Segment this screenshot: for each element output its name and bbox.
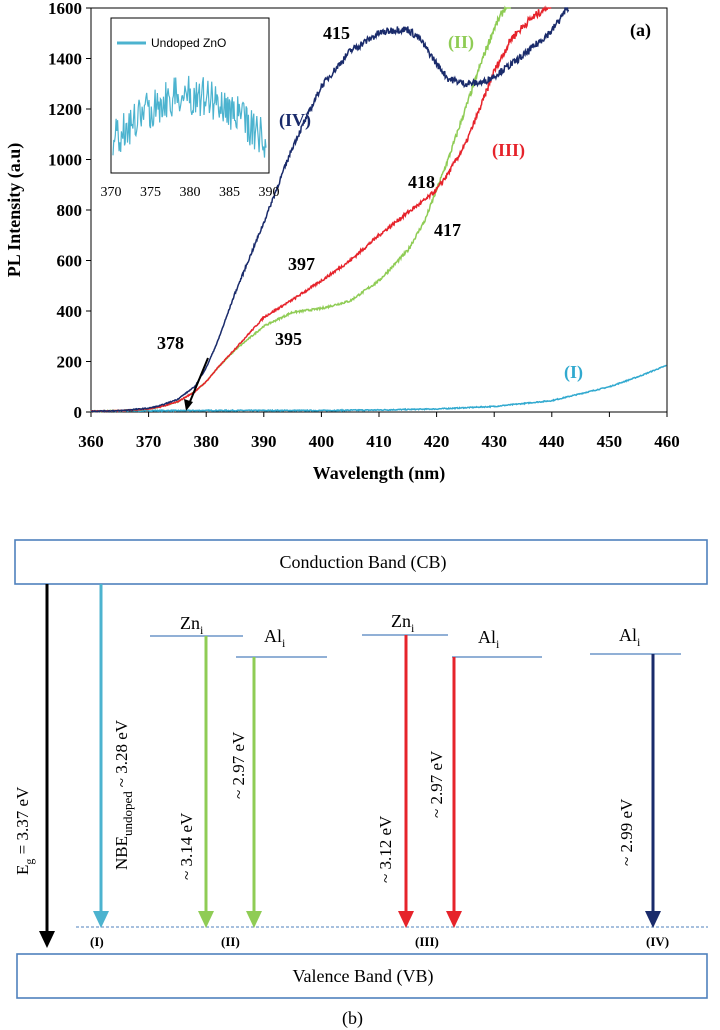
level-label-al-ii: Ali bbox=[264, 626, 286, 650]
transition-label-iii-zn: ~ 3.12 eV bbox=[376, 815, 395, 883]
annotation-378-arrowhead bbox=[184, 399, 193, 411]
inset-x-tick-label: 375 bbox=[140, 185, 161, 200]
level-label-zn-iii: Zni bbox=[391, 611, 415, 635]
series-label-III: (III) bbox=[492, 140, 525, 161]
annotation-395: 395 bbox=[275, 329, 302, 349]
y-tick-label: 600 bbox=[57, 252, 83, 271]
nbe-label: NBEundoped~ 3.28 eV bbox=[112, 719, 135, 870]
annotation-378-arrow bbox=[188, 357, 209, 405]
annotation-415: 415 bbox=[323, 23, 350, 43]
conduction-band-label: Conduction Band (CB) bbox=[280, 552, 447, 573]
inset-x-tick-label: 385 bbox=[219, 185, 240, 200]
series-label-II: (II) bbox=[448, 32, 474, 53]
transition-label-iv-al: ~ 2.99 eV bbox=[617, 798, 636, 866]
y-axis-label: PL Intensity (a.u) bbox=[4, 143, 25, 278]
annotation-378: 378 bbox=[157, 333, 184, 353]
x-tick-label: 390 bbox=[251, 432, 277, 451]
inset: Undoped ZnO 370 375 380 385 390 bbox=[101, 17, 280, 200]
annotation-417: 417 bbox=[434, 220, 461, 240]
inset-legend-label: Undoped ZnO bbox=[151, 36, 226, 50]
eg-label: Eg = 3.37 eV bbox=[13, 786, 36, 875]
sample-label-IV: (IV) bbox=[646, 934, 669, 949]
y-tick-label: 800 bbox=[57, 201, 83, 220]
eg-arrowhead bbox=[39, 931, 55, 948]
series-line-I bbox=[90, 364, 667, 413]
x-tick-label: 380 bbox=[193, 432, 219, 451]
x-axis-label: Wavelength (nm) bbox=[313, 463, 446, 484]
series-label-I: (I) bbox=[564, 362, 583, 383]
conduction-band-box bbox=[14, 539, 708, 585]
y-tick-label: 200 bbox=[57, 353, 83, 372]
inset-x-tick-label: 390 bbox=[259, 185, 280, 200]
nbe-arrowhead bbox=[93, 911, 109, 928]
level-label-al-iii: Ali bbox=[478, 627, 500, 651]
annotation-397: 397 bbox=[288, 254, 315, 274]
y-tick-label: 1200 bbox=[48, 100, 82, 119]
x-axis-ticks: 360 370 380 390 400 410 420 430 440 450 460 bbox=[78, 412, 680, 451]
x-tick-label: 420 bbox=[424, 432, 450, 451]
transition-arrowhead-ii-al bbox=[246, 911, 262, 928]
series-label-IV: (IV) bbox=[279, 110, 311, 131]
panel-b: Conduction Band (CB) Valence Band (VB) Z… bbox=[13, 539, 708, 1029]
y-tick-label: 1000 bbox=[48, 151, 82, 170]
transition-arrowhead-iii-al bbox=[446, 911, 462, 928]
series-lines bbox=[90, 5, 667, 414]
sample-label-III: (III) bbox=[415, 934, 439, 949]
inset-noise-line bbox=[112, 75, 267, 158]
panel-label-b: (b) bbox=[342, 1008, 363, 1029]
inset-x-tick-label: 370 bbox=[101, 185, 122, 200]
transition-label-iii-al: ~ 2.97 eV bbox=[427, 750, 446, 818]
y-tick-label: 0 bbox=[74, 403, 83, 422]
y-tick-label: 400 bbox=[57, 302, 83, 321]
x-tick-label: 440 bbox=[539, 432, 565, 451]
y-tick-label: 1400 bbox=[48, 50, 82, 69]
x-tick-label: 400 bbox=[309, 432, 335, 451]
valence-band-box bbox=[16, 953, 708, 999]
x-tick-label: 370 bbox=[136, 432, 162, 451]
series-line-IV bbox=[90, 7, 570, 413]
y-tick-label: 1600 bbox=[48, 0, 82, 18]
transition-label-ii-al: ~ 2.97 eV bbox=[229, 731, 248, 799]
sample-label-I: (I) bbox=[90, 934, 104, 949]
inset-x-tick-label: 380 bbox=[180, 185, 201, 200]
x-tick-label: 450 bbox=[597, 432, 623, 451]
annotation-418: 418 bbox=[408, 172, 435, 192]
inset-x-ticks: 370 375 380 385 390 bbox=[101, 185, 280, 200]
transition-label-ii-zn: ~ 3.14 eV bbox=[177, 812, 196, 880]
transition-arrowhead-ii-zn bbox=[198, 911, 214, 928]
level-label-zn-ii: Zni bbox=[180, 613, 204, 637]
x-tick-label: 430 bbox=[481, 432, 507, 451]
panel-label-a: (a) bbox=[630, 20, 651, 41]
transition-arrowhead-iv-al bbox=[645, 911, 661, 928]
x-tick-label: 410 bbox=[366, 432, 392, 451]
transition-arrowhead-iii-zn bbox=[398, 911, 414, 928]
valence-band-label: Valence Band (VB) bbox=[293, 966, 434, 987]
x-tick-label: 360 bbox=[78, 432, 104, 451]
x-tick-label: 460 bbox=[654, 432, 680, 451]
series-line-III bbox=[90, 5, 552, 414]
sample-label-II: (II) bbox=[221, 934, 240, 949]
level-label-al-iv: Ali bbox=[619, 625, 641, 649]
y-axis-ticks: 0 200 400 600 800 1000 1200 1400 1600 bbox=[48, 0, 91, 422]
